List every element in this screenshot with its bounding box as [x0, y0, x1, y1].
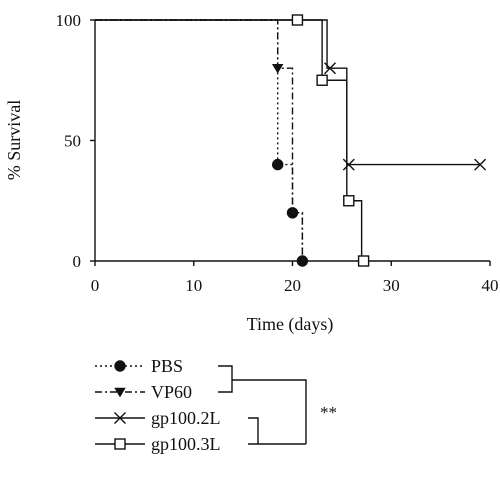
x-tick-label: 0 — [91, 276, 100, 295]
data-point-pbs — [286, 207, 299, 219]
data-point-gp100-3l — [291, 14, 304, 26]
data-point-gp100-2l — [324, 62, 337, 75]
x-tick-label: 10 — [185, 276, 202, 295]
x-tick-label: 20 — [284, 276, 301, 295]
legend-label-gp100-2l: gp100.2L — [151, 408, 221, 428]
data-point-gp100-3l — [343, 195, 355, 207]
series-line-pbs — [95, 19, 304, 261]
legend-marker-gp100-2l — [114, 412, 126, 424]
y-tick-label: 50 — [64, 132, 81, 151]
y-axis-title: % Survival — [4, 100, 24, 181]
data-point-pbs — [271, 158, 284, 171]
y-tick-label: 0 — [73, 252, 82, 271]
axes: 0 10 20 30 40 0 50 100 — [56, 11, 499, 295]
data-point-gp100-2l — [342, 158, 355, 171]
series-line-gp100-3l — [95, 19, 363, 261]
significance-label: ** — [320, 403, 337, 422]
data-point-gp100-3l — [357, 255, 370, 267]
x-axis-title: Time (days) — [247, 314, 334, 335]
marker-layer — [271, 14, 487, 267]
legend-marker-vp60 — [114, 387, 126, 398]
legend-marker-pbs — [114, 360, 126, 372]
y-tick-label: 100 — [56, 11, 82, 30]
data-point-gp100-2l — [474, 158, 487, 171]
data-point-pbs — [296, 255, 309, 267]
x-tick-label: 30 — [383, 276, 400, 295]
legend-marker-gp100-3l — [114, 438, 126, 450]
x-tick-label: 40 — [482, 276, 499, 295]
series-layer — [95, 19, 481, 261]
series-line-vp60 — [95, 19, 304, 261]
legend: PBS VP60 gp100.2L gp100.3L — [95, 356, 307, 454]
legend-label-vp60: VP60 — [151, 382, 192, 402]
series-line-gp100-2l — [95, 19, 481, 166]
legend-label-gp100-3l: gp100.3L — [151, 434, 221, 454]
significance-bracket — [218, 365, 307, 445]
data-point-vp60 — [271, 63, 284, 74]
legend-label-pbs: PBS — [151, 356, 183, 376]
data-point-gp100-3l — [316, 74, 328, 86]
